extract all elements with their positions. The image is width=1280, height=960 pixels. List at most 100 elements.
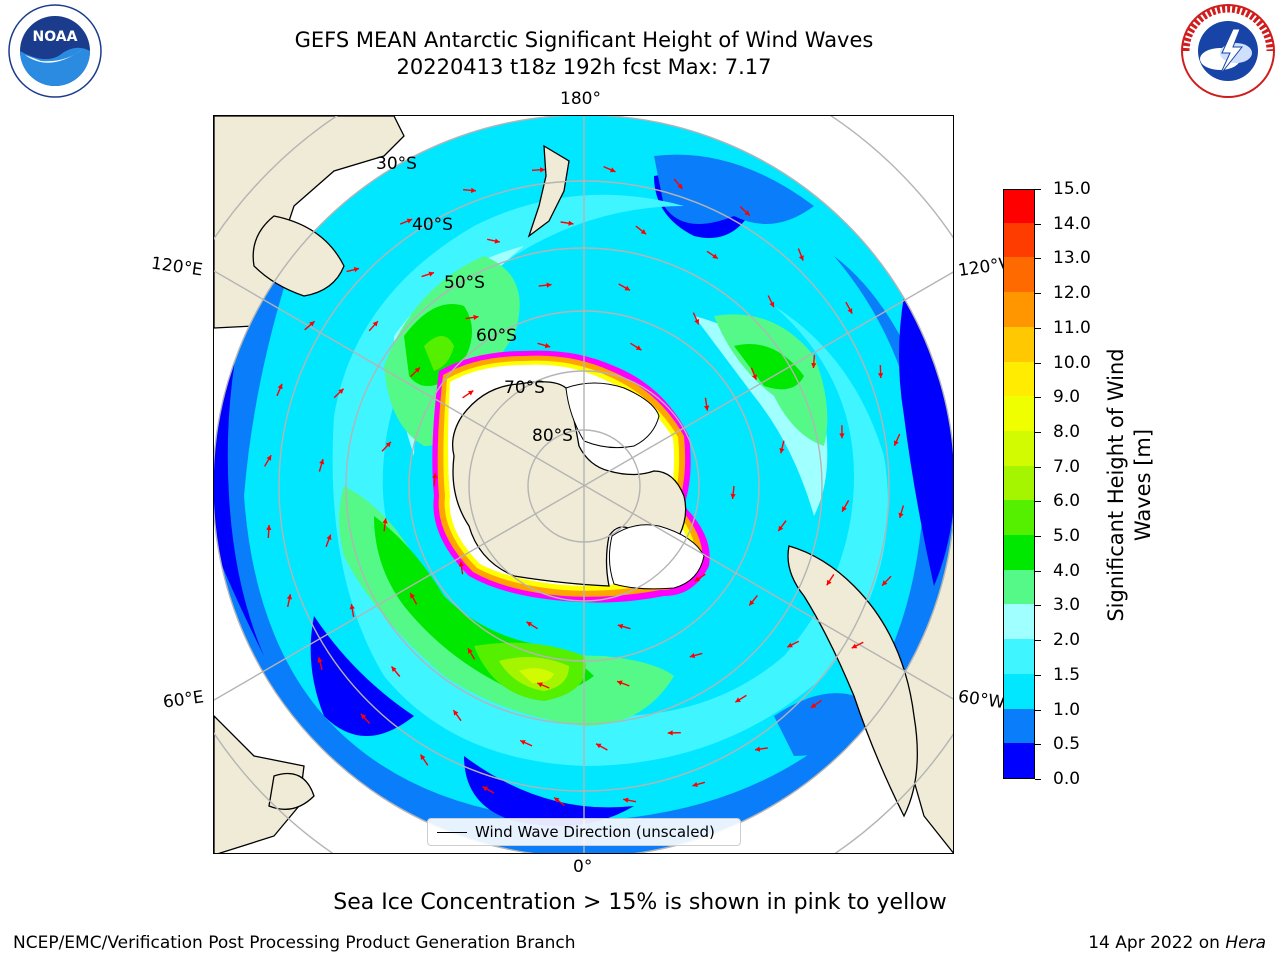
arrow-head bbox=[730, 493, 736, 499]
ice-shelf-ross bbox=[565, 382, 660, 449]
colorbar-title: Significant Height of Wind Waves [m] bbox=[1104, 348, 1155, 622]
colorbar-tick bbox=[1035, 605, 1041, 607]
arrow-head bbox=[326, 534, 332, 540]
arrow-head bbox=[596, 743, 602, 749]
arrow-head bbox=[526, 621, 532, 627]
land-inside-globe bbox=[252, 144, 918, 818]
arrow-head bbox=[537, 682, 543, 688]
arrow-head bbox=[610, 167, 616, 173]
colorbar-tick bbox=[1035, 258, 1041, 260]
map-title: GEFS MEAN Antarctic Significant Height o… bbox=[294, 28, 874, 52]
arrow-head bbox=[473, 314, 479, 320]
arrow-head bbox=[694, 576, 700, 582]
colorbar-segment bbox=[1004, 291, 1034, 327]
arrow-head bbox=[546, 282, 552, 288]
legend-line-swatch bbox=[437, 831, 467, 833]
colorbar-tick bbox=[1035, 223, 1041, 225]
arrow-head bbox=[798, 255, 804, 261]
machine-name: Hera bbox=[1225, 933, 1266, 953]
colorbar-tick-label: 5.0 bbox=[1053, 526, 1081, 547]
lat-label-50s: 50°S bbox=[444, 273, 485, 293]
arrow-head bbox=[554, 797, 560, 803]
colorbar-segment bbox=[1004, 326, 1034, 362]
arrow-head bbox=[432, 473, 438, 479]
arrow-head bbox=[420, 754, 426, 760]
colorbar-tick bbox=[1035, 674, 1041, 676]
arrow-head bbox=[544, 343, 551, 349]
arrow-head bbox=[338, 388, 344, 394]
date-text: 14 Apr 2022 on bbox=[1088, 933, 1226, 953]
arrow-head bbox=[277, 383, 283, 390]
colorbar-segment bbox=[1004, 499, 1034, 536]
colorbar-tick bbox=[1035, 397, 1041, 399]
arrow-head bbox=[319, 459, 325, 465]
wind-wave-direction-arrows bbox=[263, 165, 905, 806]
colorbar bbox=[1003, 189, 1035, 779]
map-subtitle: 20220413 t18z 192h fcst Max: 7.17 bbox=[396, 55, 772, 79]
arrow-head bbox=[712, 253, 718, 259]
arrow-head bbox=[847, 308, 853, 314]
colorbar-tick bbox=[1035, 779, 1041, 780]
arrow-head bbox=[778, 525, 784, 532]
lat-label-80s: 80°S bbox=[532, 426, 573, 446]
arrow-head bbox=[494, 238, 500, 244]
colorbar-tick-label: 0.5 bbox=[1053, 734, 1081, 755]
lon-label-60w: 60°W bbox=[956, 686, 1007, 714]
noaa-logo-text: NOAA bbox=[33, 29, 78, 45]
arrow-head bbox=[286, 594, 292, 600]
colorbar-segment bbox=[1004, 742, 1034, 778]
colorbar-tick bbox=[1035, 570, 1041, 572]
arrow-head bbox=[755, 746, 761, 752]
colorbar-tick bbox=[1035, 362, 1041, 364]
arrow-head bbox=[360, 713, 367, 720]
colorbar-tick bbox=[1035, 466, 1041, 468]
colorbar-segment bbox=[1004, 430, 1034, 466]
arrow-head bbox=[468, 648, 473, 654]
colorbar-tick bbox=[1035, 640, 1041, 642]
arrow-head bbox=[677, 183, 683, 189]
arrow-head bbox=[540, 167, 545, 173]
arrow-head bbox=[894, 440, 899, 446]
arrow-head bbox=[428, 271, 434, 277]
colorbar-segment bbox=[1004, 256, 1034, 293]
arrow-head bbox=[617, 680, 623, 686]
arrow-head bbox=[787, 642, 793, 648]
date-note: 14 Apr 2022 on Hera bbox=[1088, 933, 1266, 953]
noaa-logo: NOAA bbox=[5, 3, 105, 107]
colorbar-tick-label: 11.0 bbox=[1053, 317, 1091, 338]
arrow-head bbox=[520, 740, 526, 745]
arrow-head bbox=[636, 345, 642, 351]
colorbar-tick bbox=[1035, 189, 1041, 190]
arrow-head bbox=[317, 657, 323, 663]
arrow-head bbox=[704, 405, 710, 411]
arrow-head bbox=[458, 561, 464, 567]
colorbar-tick-label: 6.0 bbox=[1053, 491, 1081, 512]
colorbar-tick bbox=[1035, 293, 1041, 295]
colorbar-tick-label: 1.0 bbox=[1053, 699, 1081, 720]
arrow-head bbox=[309, 321, 315, 327]
colorbar-segment bbox=[1004, 569, 1034, 605]
arrow-head bbox=[568, 220, 574, 226]
arrow-head bbox=[826, 579, 832, 586]
arrow-head bbox=[353, 267, 360, 273]
arrow-head bbox=[385, 441, 391, 448]
arrow-head bbox=[689, 653, 696, 659]
lat-label-40s: 40°S bbox=[412, 215, 453, 235]
colorbar-tick-label: 4.0 bbox=[1053, 560, 1081, 581]
colorbar-tick-label: 15.0 bbox=[1053, 179, 1091, 199]
colorbar-tick-label: 10.0 bbox=[1053, 352, 1091, 373]
arrow-head bbox=[266, 455, 272, 461]
colorbar-segment bbox=[1004, 222, 1034, 258]
colorbar-tick bbox=[1035, 431, 1041, 433]
colorbar-segment bbox=[1004, 190, 1034, 223]
colorbar-tick bbox=[1035, 536, 1041, 538]
arrow-head bbox=[372, 321, 378, 327]
arrow-head bbox=[842, 506, 847, 512]
arrow-head bbox=[406, 218, 413, 224]
lon-label-0: 0° bbox=[573, 857, 593, 877]
polar-map: 30°S 40°S 50°S 60°S 70°S 80°S bbox=[213, 115, 954, 854]
arrow-head bbox=[617, 623, 624, 629]
arrow-head bbox=[414, 367, 420, 373]
colorbar-tick-label: 12.0 bbox=[1053, 283, 1091, 304]
arrow-head bbox=[694, 319, 700, 325]
